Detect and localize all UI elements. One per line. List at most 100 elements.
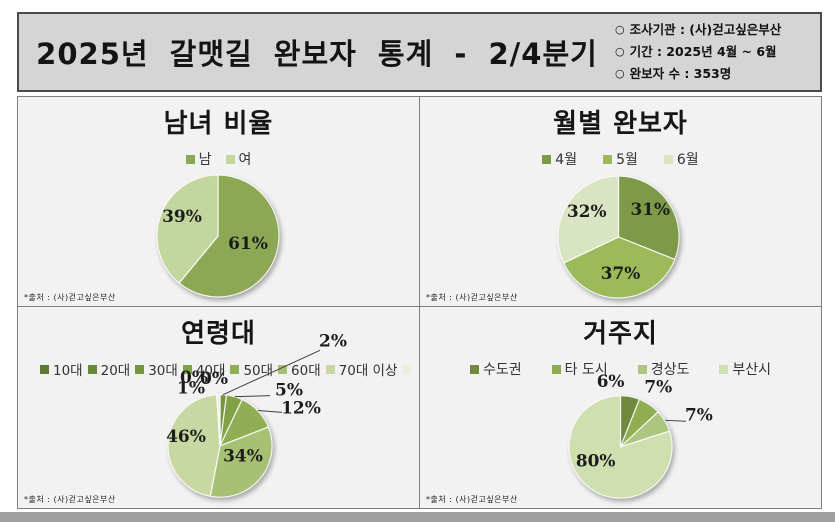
source-note: *출처 : (사)걷고싶은부산 — [24, 495, 116, 504]
legend-item: 70대 이상 — [325, 359, 398, 379]
pie-data-label: 32% — [567, 201, 606, 221]
legend-residence: 수도권 타 도시 경상도 부산시 — [420, 357, 821, 381]
info-period-text: 기간 : 2025년 4월 ~ 6월 — [629, 44, 777, 59]
pie-slice — [219, 394, 228, 447]
page-title: 2025년 갈맷길 완보자 통계 - 2/4분기 — [36, 37, 598, 71]
pie-slice — [218, 398, 270, 448]
legend-swatch — [325, 364, 335, 374]
legend-item: 10대 — [40, 359, 83, 379]
legend-swatch — [402, 364, 412, 374]
panel-age-groups: 연령대 10대 20대 30대 40대 50대 60대 70대 이상 0% 0% 2% 5% 12%… — [18, 306, 419, 508]
legend-item: 60대 — [278, 359, 321, 379]
legend-swatch — [185, 154, 195, 164]
legend-label: 수도권 — [482, 362, 522, 378]
pie-data-label: 31% — [631, 199, 670, 219]
pie-slice — [619, 398, 659, 448]
legend-swatch — [542, 154, 552, 164]
legend-label: 40대 — [195, 363, 226, 379]
legend-swatch — [663, 154, 673, 164]
legend-item: 20대 — [87, 359, 131, 379]
legend-item: 경상도 — [637, 359, 690, 379]
panel-title-monthly: 월별 완보자 — [553, 109, 688, 139]
legend-label: 50대 — [243, 363, 274, 379]
pie-data-label: 7% — [685, 404, 713, 424]
pie-data-label: 12% — [281, 398, 321, 418]
panel-title-age: 연령대 — [181, 319, 256, 349]
pie-slice — [619, 395, 641, 448]
panel-title-gender: 남녀 비율 — [163, 109, 274, 139]
pie-slice — [178, 174, 280, 298]
legend-label: 남 — [198, 152, 212, 168]
label-leader-line — [234, 395, 271, 398]
legend-label: 경상도 — [650, 362, 690, 378]
source-note: *출처 : (사)걷고싶은부산 — [426, 495, 518, 504]
legend-label: 20대 — [100, 363, 131, 379]
legend-item: 4월 — [542, 149, 577, 169]
source-note: *출처 : (사)걷고싶은부산 — [426, 293, 518, 302]
legend-item: 40대 — [182, 359, 226, 379]
info-agency-text: 조사기관 : (사)걷고싶은부산 — [629, 22, 782, 37]
pie-slice — [209, 426, 273, 498]
legend-swatch — [87, 364, 97, 374]
pie-slice — [617, 175, 680, 261]
legend-label: 70대 이상 — [338, 363, 398, 379]
legend-swatch — [182, 364, 192, 374]
pie-slice — [562, 236, 676, 299]
legend-item: 남 — [185, 149, 212, 169]
pie-data-label: 34% — [223, 446, 263, 466]
panel-title-residence: 거주지 — [583, 319, 658, 349]
pie-slice — [219, 394, 243, 447]
pie-slice — [620, 411, 671, 448]
pie-data-label: 61% — [228, 234, 268, 254]
legend-monthly: 4월 5월 6월 — [420, 147, 821, 171]
legend-swatch — [719, 364, 729, 374]
legend-item: 6월 — [663, 149, 699, 169]
legend-label: 5월 — [616, 152, 638, 168]
pie-data-label: 46% — [166, 426, 206, 446]
pie-slice — [568, 395, 673, 499]
legend-item: 부산시 — [719, 359, 771, 379]
legend-item — [402, 364, 415, 374]
legend-swatch — [278, 364, 288, 374]
legend-item: 여 — [225, 149, 251, 169]
legend-swatch — [637, 364, 647, 374]
legend-label: 30대 — [148, 363, 178, 379]
circle-bullet-icon: ○ — [615, 67, 625, 80]
info-line-count: ○ 완보자 수 : 353명 — [615, 63, 814, 85]
legend-swatch — [603, 154, 613, 164]
legend-swatch — [230, 364, 240, 374]
legend-label: 10대 — [53, 363, 83, 379]
legend-item: 수도권 — [469, 359, 522, 379]
header-box: 2025년 갈맷길 완보자 통계 - 2/4분기 ○ 조사기관 : (사)걷고싶… — [17, 12, 822, 92]
pie-slice — [557, 175, 620, 264]
legend-item: 5월 — [603, 149, 638, 169]
circle-bullet-icon: ○ — [615, 45, 625, 58]
legend-label: 60대 — [291, 363, 321, 379]
legend-label: 타 도시 — [564, 362, 608, 378]
label-leader-line — [665, 419, 687, 422]
legend-swatch — [551, 364, 561, 374]
info-line-period: ○ 기간 : 2025년 4월 ~ 6월 — [615, 41, 814, 63]
legend-label: 4월 — [555, 152, 578, 168]
legend-swatch — [135, 364, 145, 374]
legend-age: 10대 20대 30대 40대 50대 60대 70대 이상 — [18, 357, 419, 381]
legend-item: 타 도시 — [551, 359, 608, 379]
info-count-text: 완보자 수 : 353명 — [629, 66, 732, 81]
legend-swatch — [40, 364, 49, 374]
source-note: *출처 : (사)걷고싶은부산 — [24, 293, 116, 302]
bottom-edge-strip — [0, 512, 835, 522]
legend-label: 6월 — [676, 152, 699, 168]
pie-data-label: 80% — [576, 451, 616, 471]
pie-data-label: 37% — [601, 263, 640, 283]
circle-bullet-icon: ○ — [615, 23, 625, 36]
label-leader-line — [257, 409, 283, 413]
legend-item: 30대 — [135, 359, 178, 379]
panel-monthly-finishers: 월별 완보자 4월 5월 6월 31% 37% 32% *출처 : (사)걷고싶은부산 — [419, 97, 821, 306]
header-info-list: ○ 조사기관 : (사)걷고싶은부산 ○ 기간 : 2025년 4월 ~ 6월 … — [615, 19, 820, 85]
legend-swatch — [225, 154, 235, 164]
info-line-agency: ○ 조사기관 : (사)걷고싶은부산 — [615, 19, 814, 41]
